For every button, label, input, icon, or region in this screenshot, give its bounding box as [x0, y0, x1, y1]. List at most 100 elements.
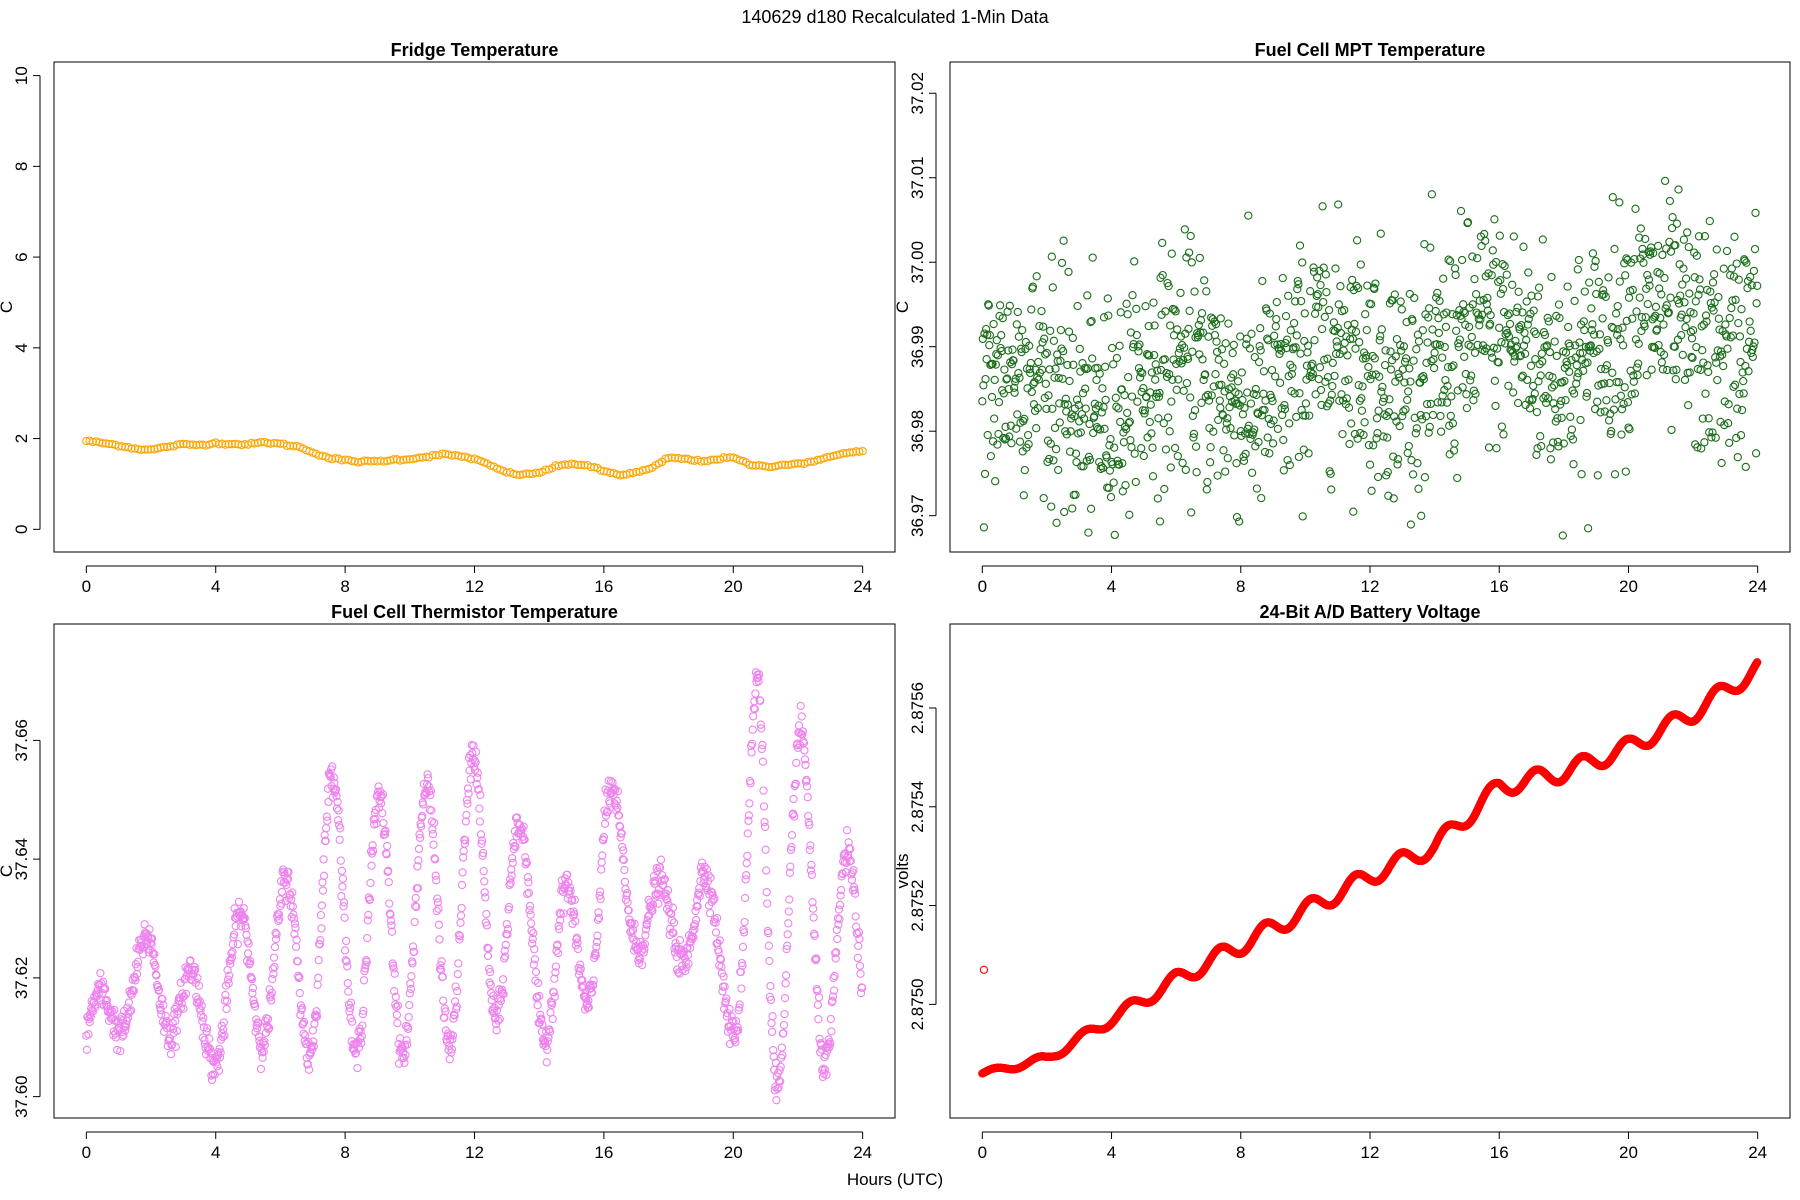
data-point [166, 1050, 176, 1059]
data-point [545, 1027, 555, 1036]
data-point [1280, 401, 1289, 410]
data-point [1173, 451, 1182, 461]
data-point [1559, 439, 1568, 448]
data-point [1354, 381, 1363, 390]
data-point [1692, 251, 1701, 260]
data-point [663, 896, 672, 905]
data-point [1397, 305, 1406, 314]
data-point [1634, 339, 1643, 348]
data-point [85, 1018, 94, 1027]
data-point [1609, 324, 1618, 333]
data-point [195, 440, 204, 449]
data-point [370, 456, 379, 465]
data-point [422, 780, 432, 789]
data-point [1135, 373, 1145, 382]
data-point [550, 992, 559, 1001]
data-point [84, 1014, 94, 1024]
data-point [1419, 375, 1428, 384]
data-point [101, 996, 110, 1006]
data-point [1454, 339, 1463, 348]
data-point [522, 858, 531, 867]
data-point [1723, 344, 1732, 353]
data-point [1071, 449, 1081, 458]
data-point [1115, 341, 1124, 350]
data-point [787, 830, 797, 840]
data-point [1436, 427, 1446, 436]
data-point [476, 830, 486, 839]
data-point [1502, 270, 1511, 279]
data-point [806, 866, 816, 875]
data-point [322, 812, 331, 821]
data-point [319, 871, 329, 880]
data-point [1321, 377, 1330, 386]
data-point [800, 746, 809, 755]
data-point [1607, 427, 1616, 436]
data-point [1394, 369, 1403, 379]
data-point [1751, 208, 1760, 218]
data-point [1520, 349, 1530, 358]
data-point [1492, 444, 1501, 453]
data-point [1357, 394, 1366, 403]
data-point [1124, 373, 1133, 382]
data-point [1701, 311, 1711, 320]
data-point [471, 758, 480, 767]
data-point [158, 994, 167, 1004]
data-point [782, 944, 791, 954]
data-point [418, 453, 427, 462]
data-point [1163, 413, 1173, 422]
data-point [1561, 396, 1570, 405]
data-point [1050, 373, 1059, 382]
data-point [1275, 378, 1285, 387]
data-point [565, 883, 575, 892]
data-point [552, 946, 561, 955]
data-point [1190, 406, 1200, 415]
data-point [498, 975, 508, 984]
data-point [842, 449, 851, 458]
data-point [1448, 310, 1457, 319]
data-point [145, 925, 154, 934]
data-point [1408, 316, 1417, 325]
data-point [994, 429, 1003, 439]
data-point [376, 787, 385, 796]
data-point [1404, 387, 1413, 396]
data-point [1633, 370, 1642, 380]
data-point [1238, 410, 1248, 419]
data-point [835, 915, 844, 924]
data-point [1514, 287, 1523, 296]
data-point [1450, 439, 1459, 448]
data-point [133, 957, 143, 966]
data-point [742, 871, 751, 880]
data-point [1442, 398, 1452, 407]
data-point [803, 793, 812, 802]
data-point [1571, 341, 1580, 350]
data-point [1536, 432, 1545, 441]
data-point [1223, 414, 1232, 423]
data-point [1211, 370, 1220, 379]
data-point [1294, 452, 1304, 462]
data-point [750, 697, 759, 706]
data-point [1672, 365, 1681, 374]
data-point [1534, 283, 1544, 292]
data-point [335, 835, 344, 844]
data-point [1593, 471, 1602, 480]
data-point [832, 925, 841, 935]
data-point [1302, 361, 1312, 370]
data-point [502, 919, 511, 929]
data-point [995, 301, 1005, 310]
data-point [1330, 371, 1339, 381]
data-point [1056, 356, 1065, 366]
data-point [1349, 507, 1358, 516]
data-point [728, 1016, 737, 1026]
data-point [1658, 365, 1668, 374]
data-point [411, 901, 420, 911]
data-point [1617, 430, 1626, 439]
data-point [415, 453, 424, 462]
data-point [994, 398, 1004, 407]
data-point [292, 935, 301, 944]
data-point [416, 822, 426, 831]
data-point [1649, 342, 1658, 352]
data-point [1070, 412, 1079, 421]
data-point [378, 790, 388, 799]
data-point [1499, 430, 1508, 439]
data-point [1719, 361, 1728, 371]
